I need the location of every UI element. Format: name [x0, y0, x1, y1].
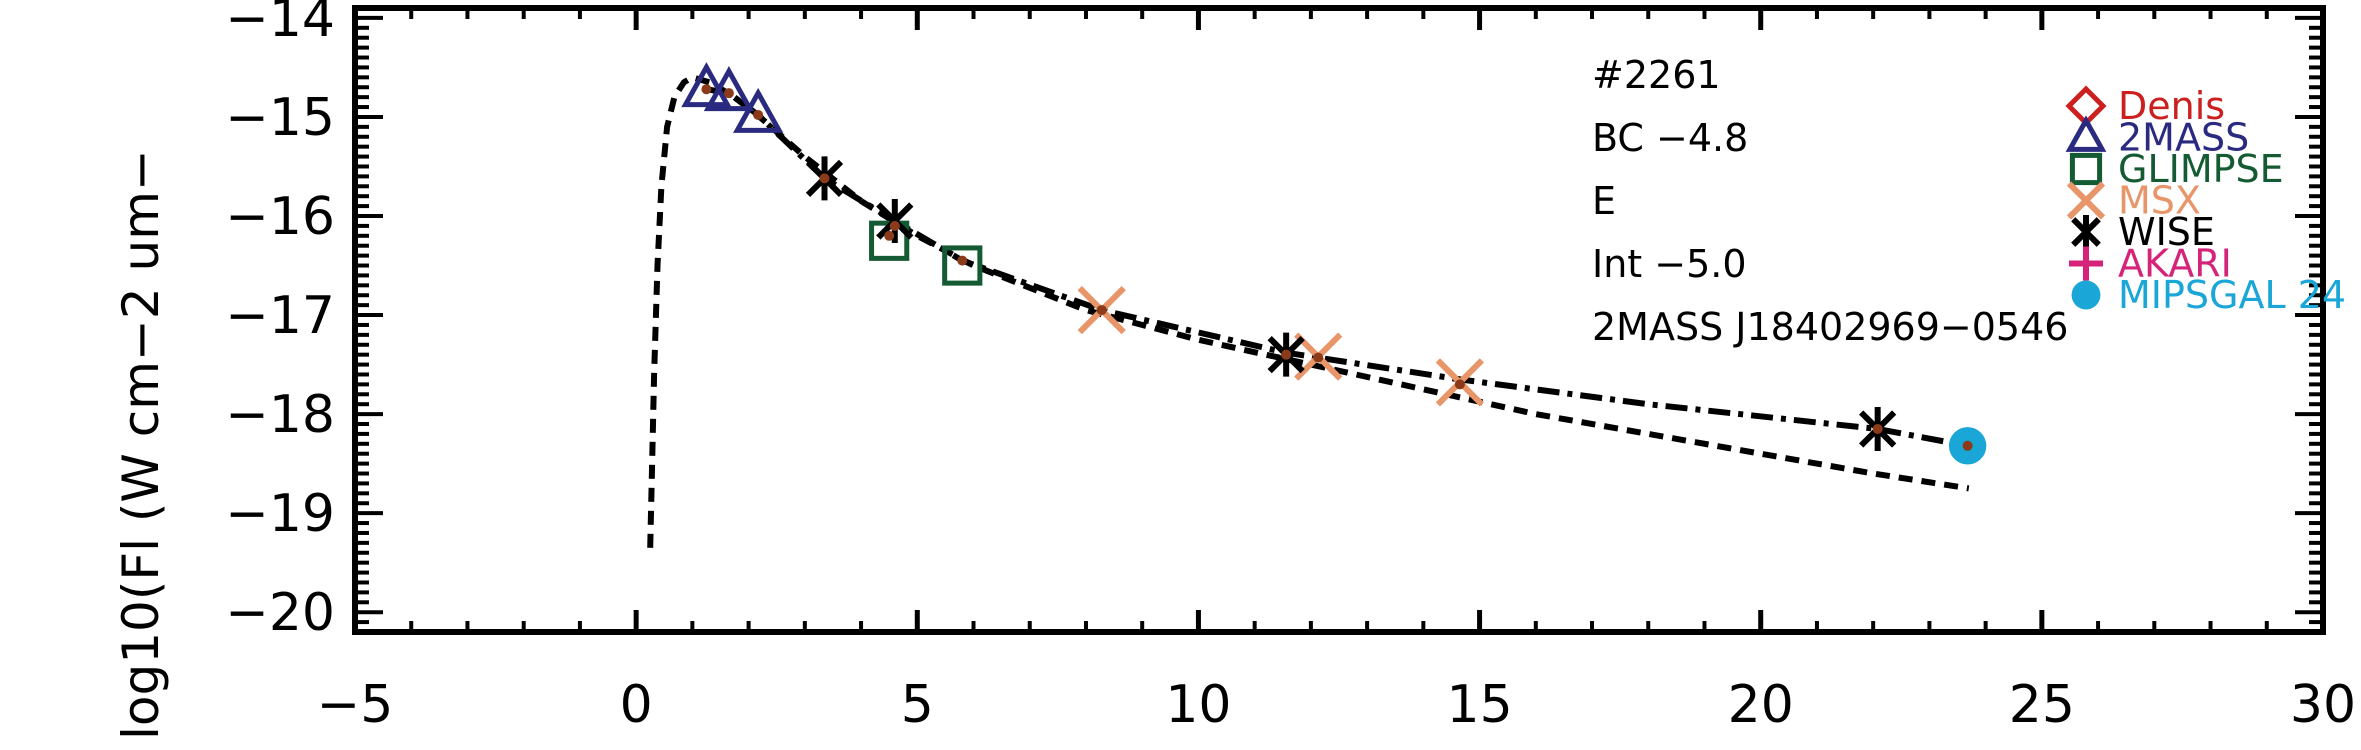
y-tick-label: −15 [225, 88, 335, 148]
x-tick-label: 5 [901, 675, 934, 735]
legend-akari-symbol [2069, 246, 2103, 281]
x-tick-label: 30 [2290, 675, 2356, 735]
2mass-point [681, 62, 732, 108]
y-tick-label: −16 [225, 187, 335, 247]
x-tick-labels: −5 0 5 10 15 20 25 30 [317, 675, 2356, 735]
legend-wise-label: WISE [2118, 210, 2215, 254]
overlay-point [1281, 349, 1292, 360]
legend-akari-label: AKARI [2118, 242, 2232, 286]
overlay-point [819, 173, 830, 184]
x-tick-label: 15 [1446, 675, 1512, 735]
y-tick-label: −17 [225, 286, 335, 346]
overlay-point [884, 230, 895, 241]
overlay-point [889, 220, 900, 231]
legend-mipsgal-24-label: MIPSGAL 24 [2118, 273, 2346, 317]
annotation-line-4: Int −5.0 [1592, 242, 1747, 286]
model-curve-dashdot [705, 86, 1969, 449]
overlay-point [753, 109, 764, 120]
legend-glimpse-symbol [2069, 152, 2103, 186]
y-tick-labels: −20 −19 −18 −17 −16 −15 −14 [225, 0, 335, 643]
overlay-point [957, 255, 968, 266]
y-tick-label: −18 [225, 385, 335, 445]
model-curves [647, 74, 1970, 548]
overlay-points [701, 84, 1973, 451]
legend-glimpse-label: GLIMPSE [2118, 147, 2284, 191]
legend-denis-label: Denis [2118, 84, 2225, 128]
plot-frame [352, 5, 2326, 635]
overlay-point [1454, 379, 1465, 390]
y-tick-label: −20 [225, 583, 335, 643]
overlay-point [1872, 423, 1883, 434]
legend-2mass-label: 2MASS [2118, 116, 2249, 160]
glimpse-point [942, 245, 983, 286]
legend-wise-symbol [2071, 215, 2101, 249]
x-tick-label: 0 [620, 675, 653, 735]
legend-msx-symbol [2066, 181, 2106, 220]
annotation-line-1: #2261 [1592, 53, 1721, 97]
data-markers [681, 62, 1987, 465]
y-tick-label: −14 [225, 0, 335, 49]
overlay-point [1962, 440, 1973, 451]
legend-msx-label: MSX [2118, 179, 2201, 223]
axis-ticks [352, 6, 2326, 634]
2mass-point [732, 87, 784, 133]
2mass-point [703, 66, 755, 112]
legend-mipsgal-24-symbol [2071, 280, 2101, 310]
annotation-line-3: E [1592, 179, 1616, 223]
legend-2mass-symbol [2065, 115, 2107, 152]
overlay-point [1096, 305, 1107, 316]
annotation-line-2: BC −4.8 [1592, 116, 1748, 160]
overlay-point [723, 88, 734, 99]
y-tick-label: −19 [225, 484, 335, 544]
x-tick-label: −5 [317, 675, 394, 735]
x-tick-label: 25 [2009, 675, 2075, 735]
overlay-point [701, 84, 712, 95]
x-tick-label: 10 [1165, 675, 1231, 735]
annotation-block: #2261 BC −4.8 E Int −5.0 2MASS J18402969… [1592, 53, 2068, 349]
overlay-point [1313, 352, 1324, 363]
annotation-line-5: 2MASS J18402969−0546 [1592, 305, 2068, 349]
x-tick-label: 20 [1728, 675, 1794, 735]
y-axis-title: log10(Fl (W cm−2 um− [112, 149, 170, 740]
